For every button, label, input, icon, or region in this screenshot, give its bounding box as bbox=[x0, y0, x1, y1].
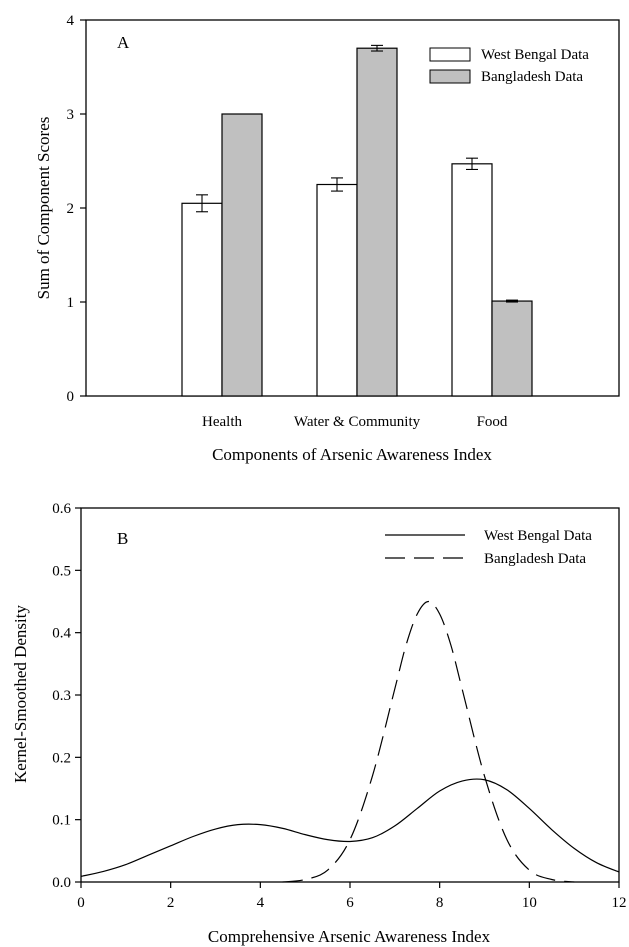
legend-label-bangladesh: Bangladesh Data bbox=[481, 69, 583, 85]
panel-a-x-tick-label: Water & Community bbox=[294, 414, 421, 430]
bar-west-bengal bbox=[316, 183, 358, 397]
legend-swatch-bangladesh bbox=[429, 69, 471, 84]
bar-bangladesh bbox=[491, 300, 533, 397]
panel-b-x-tick-label: 6 bbox=[346, 895, 354, 911]
density-line-bangladesh bbox=[282, 600, 575, 883]
panel-a-ylabel: Sum of Component Scores bbox=[34, 117, 53, 300]
panel-a-y-tick-label: 0 bbox=[67, 389, 75, 405]
panel-a-x-tick-label: Food bbox=[477, 414, 508, 430]
panel-a-label: A bbox=[117, 33, 130, 52]
panel-b-x-tick-label: 12 bbox=[612, 895, 627, 911]
panel-b-y-ticks: 0.0 0.1 0.2 0.3 0.4 0.5 0.6 bbox=[52, 501, 81, 891]
panel-b-ylabel: Kernel-Smoothed Density bbox=[11, 605, 30, 783]
panel-a-y-tick-label: 4 bbox=[67, 13, 75, 29]
panel-a-y-tick-label: 2 bbox=[67, 201, 75, 217]
panel-b-y-tick-label: 0.1 bbox=[52, 813, 71, 829]
bar-bangladesh bbox=[356, 47, 398, 397]
legend-item-west-bengal: West Bengal Data bbox=[429, 47, 589, 63]
legend-item-bangladesh-line: Bangladesh Data bbox=[385, 551, 586, 567]
bar-west-bengal bbox=[451, 163, 493, 397]
panel-b-x-ticks: 0 2 4 6 8 10 12 bbox=[77, 882, 627, 911]
panel-a-y-ticks: 0 1 2 3 4 bbox=[67, 13, 86, 405]
panel-b-y-tick-label: 0.2 bbox=[52, 750, 71, 766]
panel-b-x-tick-label: 0 bbox=[77, 895, 85, 911]
panel-b-xlabel: Comprehensive Arsenic Awareness Index bbox=[208, 927, 491, 946]
panel-b-y-tick-label: 0.3 bbox=[52, 688, 71, 704]
panel-b: B Kernel-Smoothed Density Comprehensive … bbox=[11, 501, 627, 946]
panel-a-y-tick-label: 3 bbox=[67, 107, 75, 123]
panel-b-y-tick-label: 0.5 bbox=[52, 563, 71, 579]
panel-a: A Sum of Component Scores Components of … bbox=[34, 13, 620, 464]
panel-a-legend: West Bengal Data Bangladesh Data bbox=[429, 47, 589, 85]
panel-b-legend: West Bengal Data Bangladesh Data bbox=[385, 528, 592, 567]
panel-b-x-tick-label: 2 bbox=[167, 895, 175, 911]
panel-b-x-tick-label: 10 bbox=[522, 895, 537, 911]
bar-west-bengal bbox=[181, 202, 223, 397]
panel-b-y-tick-label: 0.0 bbox=[52, 875, 71, 891]
legend-label-west-bengal-line: West Bengal Data bbox=[484, 528, 592, 544]
panel-a-x-tick-label: Health bbox=[202, 414, 242, 430]
panel-a-xlabel: Components of Arsenic Awareness Index bbox=[212, 445, 492, 464]
panel-a-y-tick-label: 1 bbox=[67, 295, 75, 311]
panel-a-bars bbox=[181, 44, 533, 397]
panel-a-x-tick-labels: Health Water & Community Food bbox=[202, 414, 508, 430]
panel-b-y-tick-label: 0.4 bbox=[52, 626, 71, 642]
density-line-west-bengal bbox=[80, 778, 620, 877]
bar-bangladesh bbox=[221, 113, 263, 397]
legend-label-west-bengal: West Bengal Data bbox=[481, 47, 589, 63]
legend-item-bangladesh: Bangladesh Data bbox=[429, 69, 583, 85]
panel-b-y-tick-label: 0.6 bbox=[52, 501, 71, 517]
legend-item-west-bengal-line: West Bengal Data bbox=[385, 528, 592, 544]
legend-swatch-west-bengal bbox=[429, 47, 471, 62]
panel-b-lines bbox=[80, 600, 620, 883]
panel-b-x-tick-label: 4 bbox=[257, 895, 265, 911]
panel-b-label: B bbox=[117, 529, 128, 548]
legend-label-bangladesh-line: Bangladesh Data bbox=[484, 551, 586, 567]
panel-b-x-tick-label: 8 bbox=[436, 895, 444, 911]
